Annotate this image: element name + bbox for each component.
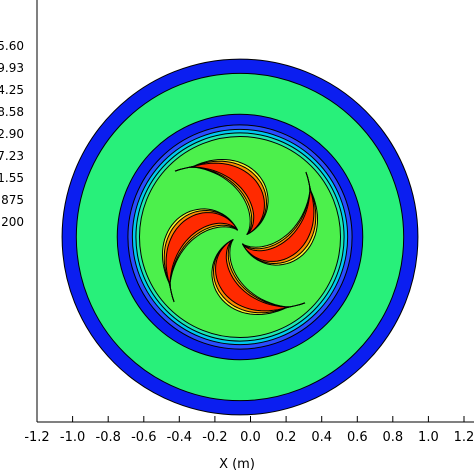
green-core xyxy=(138,135,342,339)
legend-value: 1.875 xyxy=(0,193,24,207)
legend-value: 2.90 xyxy=(0,127,24,141)
legend-value: 8.58 xyxy=(0,105,24,119)
blade-red xyxy=(215,238,306,312)
legend: 5.60 9.93 4.25 8.58 2.90 7.23 1.55 1.875… xyxy=(0,39,24,229)
x-tick-label: 0.2 xyxy=(276,430,297,445)
x-tick-label: -0.6 xyxy=(131,430,156,445)
x-tick-label: 0.8 xyxy=(382,430,403,445)
x-tick-label: 1.0 xyxy=(418,430,439,445)
x-tick-label: 0.0 xyxy=(240,430,261,445)
blade-red xyxy=(174,162,265,236)
legend-value: 1.200 xyxy=(0,215,24,229)
x-tick-label: -1.0 xyxy=(60,430,85,445)
legend-value: 1.55 xyxy=(0,171,24,185)
x-tick-label: 0.4 xyxy=(311,430,332,445)
legend-value: 5.60 xyxy=(0,39,24,53)
x-tick-label: -0.8 xyxy=(96,430,121,445)
x-tick-label: -1.2 xyxy=(24,430,49,445)
blade-red xyxy=(165,212,239,303)
x-tick-label: -0.4 xyxy=(167,430,192,445)
blade-red xyxy=(241,171,315,262)
legend-value: 4.25 xyxy=(0,83,24,97)
legend-value: 7.23 xyxy=(0,149,24,163)
x-tick-label: 1.2 xyxy=(454,430,474,445)
spiral-blades xyxy=(161,158,319,316)
legend-value: 9.93 xyxy=(0,61,24,75)
x-axis-label: X (m) xyxy=(219,457,255,472)
x-axis-ticks: -1.2 -1.0 -0.8 -0.6 -0.4 -0.2 0.0 0.2 0.4 0.6 0.8 1… xyxy=(24,416,474,445)
x-tick-label: -0.2 xyxy=(202,430,227,445)
x-tick-label: 0.6 xyxy=(347,430,368,445)
contour-rings xyxy=(61,58,419,416)
